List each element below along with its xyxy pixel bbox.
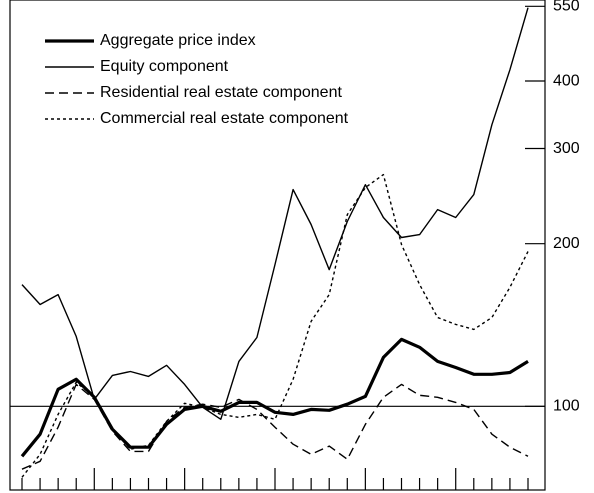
legend-background	[40, 107, 420, 131]
legend-label: Equity component	[100, 58, 229, 75]
y-tick-label: 200	[553, 235, 580, 252]
legend-background	[40, 55, 420, 79]
legend-background	[40, 29, 420, 53]
series-line	[21, 7, 529, 420]
series-line	[21, 173, 529, 478]
y-tick-label: 300	[553, 140, 580, 157]
y-tick-label: 400	[553, 72, 580, 89]
legend-background	[40, 81, 420, 105]
legend-label: Residential real estate component	[100, 84, 342, 101]
y-tick-label: 100	[553, 398, 580, 415]
legend-label: Commercial real estate component	[100, 110, 349, 127]
plot-frame	[9, 0, 546, 491]
y-tick-label: 550	[553, 0, 580, 15]
series-line	[21, 383, 529, 470]
legend-label: Aggregate price index	[100, 32, 256, 49]
series-line	[20, 337, 529, 458]
